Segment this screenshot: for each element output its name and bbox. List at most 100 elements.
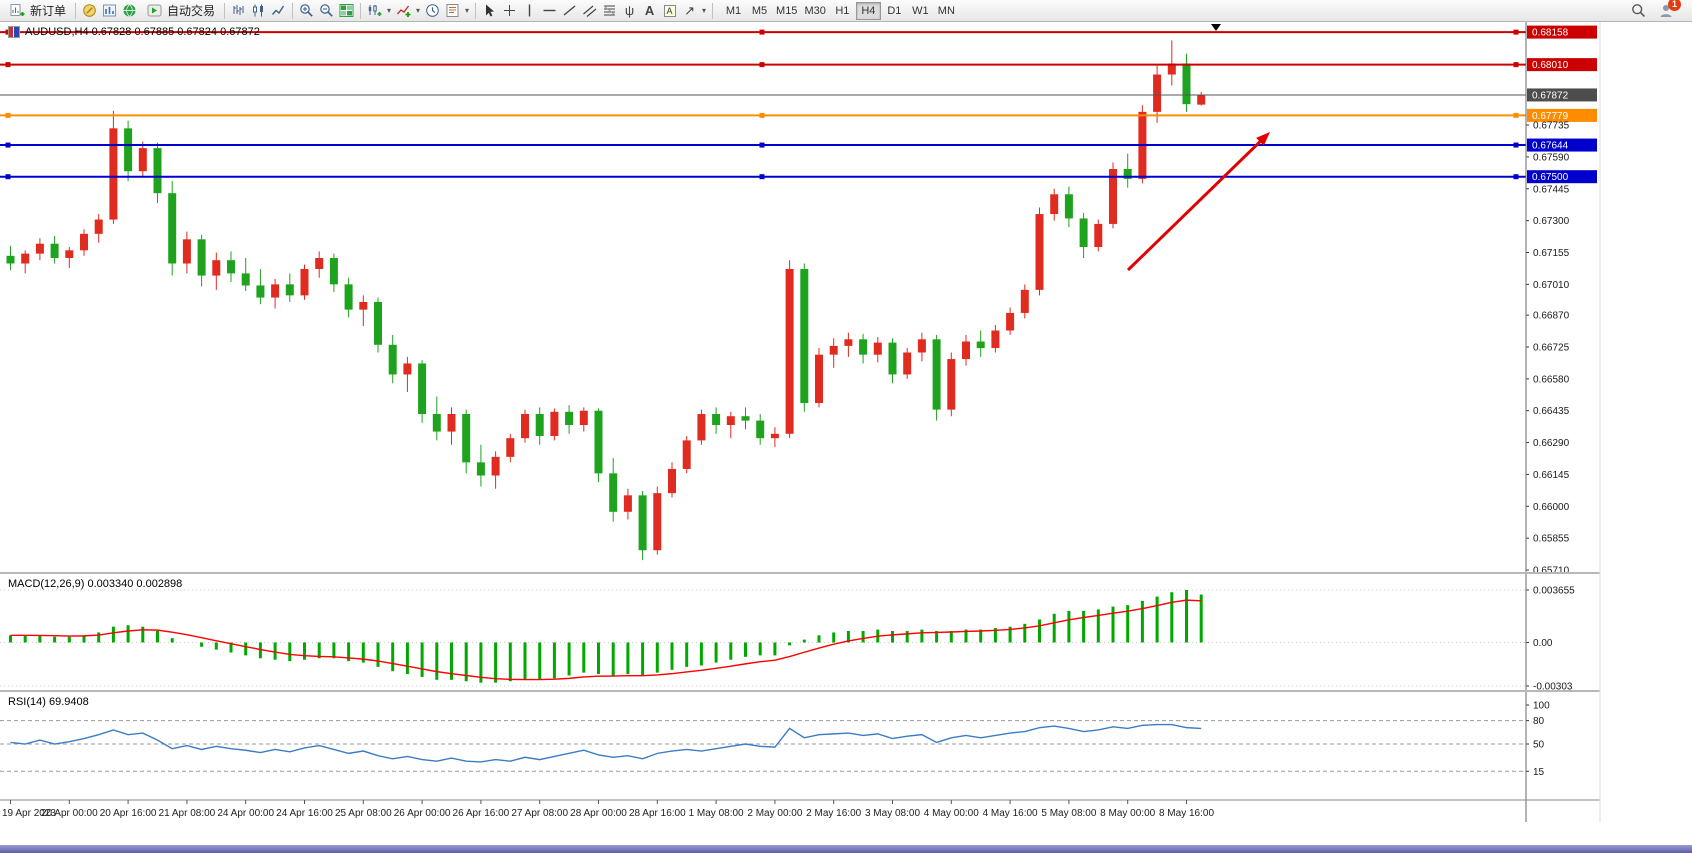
line-handle[interactable]: [5, 62, 11, 68]
price-axis-tick: 0.66145: [1533, 470, 1570, 481]
line-handle[interactable]: [1513, 62, 1519, 68]
timeframe-button-w1[interactable]: W1: [908, 2, 933, 20]
dropdown-caret[interactable]: ▾: [702, 6, 707, 15]
market-watch-icon[interactable]: [100, 1, 119, 20]
horizontal-line-icon[interactable]: [540, 1, 559, 20]
autotrading-icon: [145, 1, 164, 20]
autotrading-label: 自动交易: [167, 4, 216, 18]
time-axis-label: 4 May 00:00: [924, 808, 979, 819]
time-axis-label: 4 May 16:00: [983, 808, 1038, 819]
tile-windows-icon[interactable]: [337, 1, 356, 20]
chart-canvas[interactable]: 0.003655 0.00 -0.00303 100 80 50 15 0.68158 0.68…: [0, 22, 1692, 845]
candle-body: [844, 339, 853, 346]
price-axis-tick: 0.67590: [1533, 152, 1570, 163]
text-icon[interactable]: A: [644, 3, 655, 18]
candle-body: [285, 284, 294, 296]
price-axis-tick: 0.66725: [1533, 342, 1570, 353]
price-axis-tick: 0.67735: [1533, 121, 1570, 132]
timeframe-button-d1[interactable]: D1: [882, 2, 907, 20]
timeframe-button-h4[interactable]: H4: [855, 1, 881, 20]
price-line-label: 0.67779: [1532, 111, 1569, 122]
line-handle[interactable]: [759, 112, 765, 118]
timeframe-button-mn[interactable]: MN: [934, 2, 959, 20]
new-chart-icon[interactable]: [365, 1, 384, 20]
fibonacci-icon[interactable]: [600, 1, 619, 20]
timeframe-button-h1[interactable]: H1: [830, 2, 855, 20]
timeframe-button-m30[interactable]: M30: [801, 2, 828, 20]
zoom-in-icon[interactable]: [297, 1, 316, 20]
candle-body: [80, 233, 88, 251]
autotrading-button[interactable]: 自动交易: [140, 1, 220, 21]
time-axis-label: 27 Apr 08:00: [511, 808, 568, 819]
line-handle[interactable]: [5, 142, 11, 148]
line-handle[interactable]: [1513, 142, 1519, 148]
indicators-icon[interactable]: [394, 1, 413, 20]
candle-body: [315, 257, 324, 269]
candlestick-chart-icon[interactable]: [249, 1, 268, 20]
line-handle[interactable]: [759, 62, 765, 68]
trend-arrow[interactable]: [1126, 137, 1264, 272]
notification-badge[interactable]: 1: [1668, 0, 1681, 11]
price-axis-tick: 0.66435: [1533, 406, 1570, 417]
timeframe-button-m15[interactable]: M15: [773, 2, 800, 20]
shapes-icon[interactable]: ↗: [684, 2, 695, 18]
candle-body: [756, 420, 765, 439]
timeframe-button-m1[interactable]: M1: [721, 2, 746, 20]
macd-axis-tick: -0.00303: [1533, 681, 1573, 692]
line-handle[interactable]: [5, 174, 11, 180]
price-axis-tick: 0.67300: [1533, 216, 1570, 227]
line-handle[interactable]: [1513, 112, 1519, 118]
text-label-icon[interactable]: A: [660, 1, 679, 20]
macd-axis-tick: 0.00: [1533, 638, 1553, 649]
trendline-icon[interactable]: [560, 1, 579, 20]
macd-label: MACD(12,26,9) 0.003340 0.002898: [8, 578, 183, 590]
line-handle[interactable]: [759, 174, 765, 180]
candle-body: [359, 301, 368, 310]
zoom-out-icon[interactable]: [317, 1, 336, 20]
chart-shift-marker[interactable]: [1211, 24, 1221, 31]
time-axis-label: 1 May 08:00: [689, 808, 744, 819]
line-chart-icon[interactable]: [269, 1, 288, 20]
time-axis-label: 28 Apr 00:00: [570, 808, 627, 819]
time-axis-label: 26 Apr 16:00: [453, 808, 510, 819]
line-handle[interactable]: [759, 29, 765, 35]
trend-arrow-head[interactable]: [1256, 132, 1270, 146]
compass-icon[interactable]: [80, 1, 99, 20]
price-axis-tick: 0.65710: [1533, 566, 1570, 577]
community-icon[interactable]: [120, 1, 139, 20]
community-notifications-icon[interactable]: 1: [1656, 0, 1681, 20]
dropdown-caret[interactable]: ▾: [465, 6, 470, 15]
dropdown-caret[interactable]: ▾: [387, 6, 392, 15]
pane-splitter[interactable]: [0, 690, 1600, 692]
line-handle[interactable]: [5, 112, 11, 118]
candle-body: [535, 414, 544, 436]
templates-icon[interactable]: [443, 1, 462, 20]
line-handle[interactable]: [759, 142, 765, 148]
toolbar-separator: [75, 2, 77, 19]
candle-body: [785, 268, 794, 434]
vertical-line-icon[interactable]: [520, 1, 539, 20]
timeframe-button-m5[interactable]: M5: [747, 2, 772, 20]
candle-body: [976, 341, 985, 349]
new-order-button[interactable]: 新订单: [3, 1, 71, 21]
line-handle[interactable]: [1513, 29, 1519, 35]
candle-body: [6, 255, 15, 264]
candle-body: [344, 284, 353, 310]
andrews-pitchfork-icon[interactable]: ψ: [624, 3, 635, 18]
pane-splitter[interactable]: [0, 572, 1600, 574]
candle-body: [418, 363, 427, 415]
chart-title-overlay: AUDUSD,H4 0.67828 0.67885 0.67824 0.6787…: [8, 26, 260, 38]
crosshair-icon[interactable]: [500, 1, 519, 20]
search-icon[interactable]: [1629, 1, 1648, 20]
candle-body: [462, 414, 471, 463]
candle-body: [506, 438, 515, 457]
clock-icon[interactable]: [423, 1, 442, 20]
price-line-label-box: [1527, 108, 1597, 122]
candle-body: [903, 352, 912, 375]
cursor-icon[interactable]: [480, 1, 499, 20]
bar-chart-icon[interactable]: [229, 1, 248, 20]
candle-body: [388, 344, 397, 375]
dropdown-caret[interactable]: ▾: [416, 6, 421, 15]
channel-icon[interactable]: [580, 1, 599, 20]
line-handle[interactable]: [1513, 174, 1519, 180]
